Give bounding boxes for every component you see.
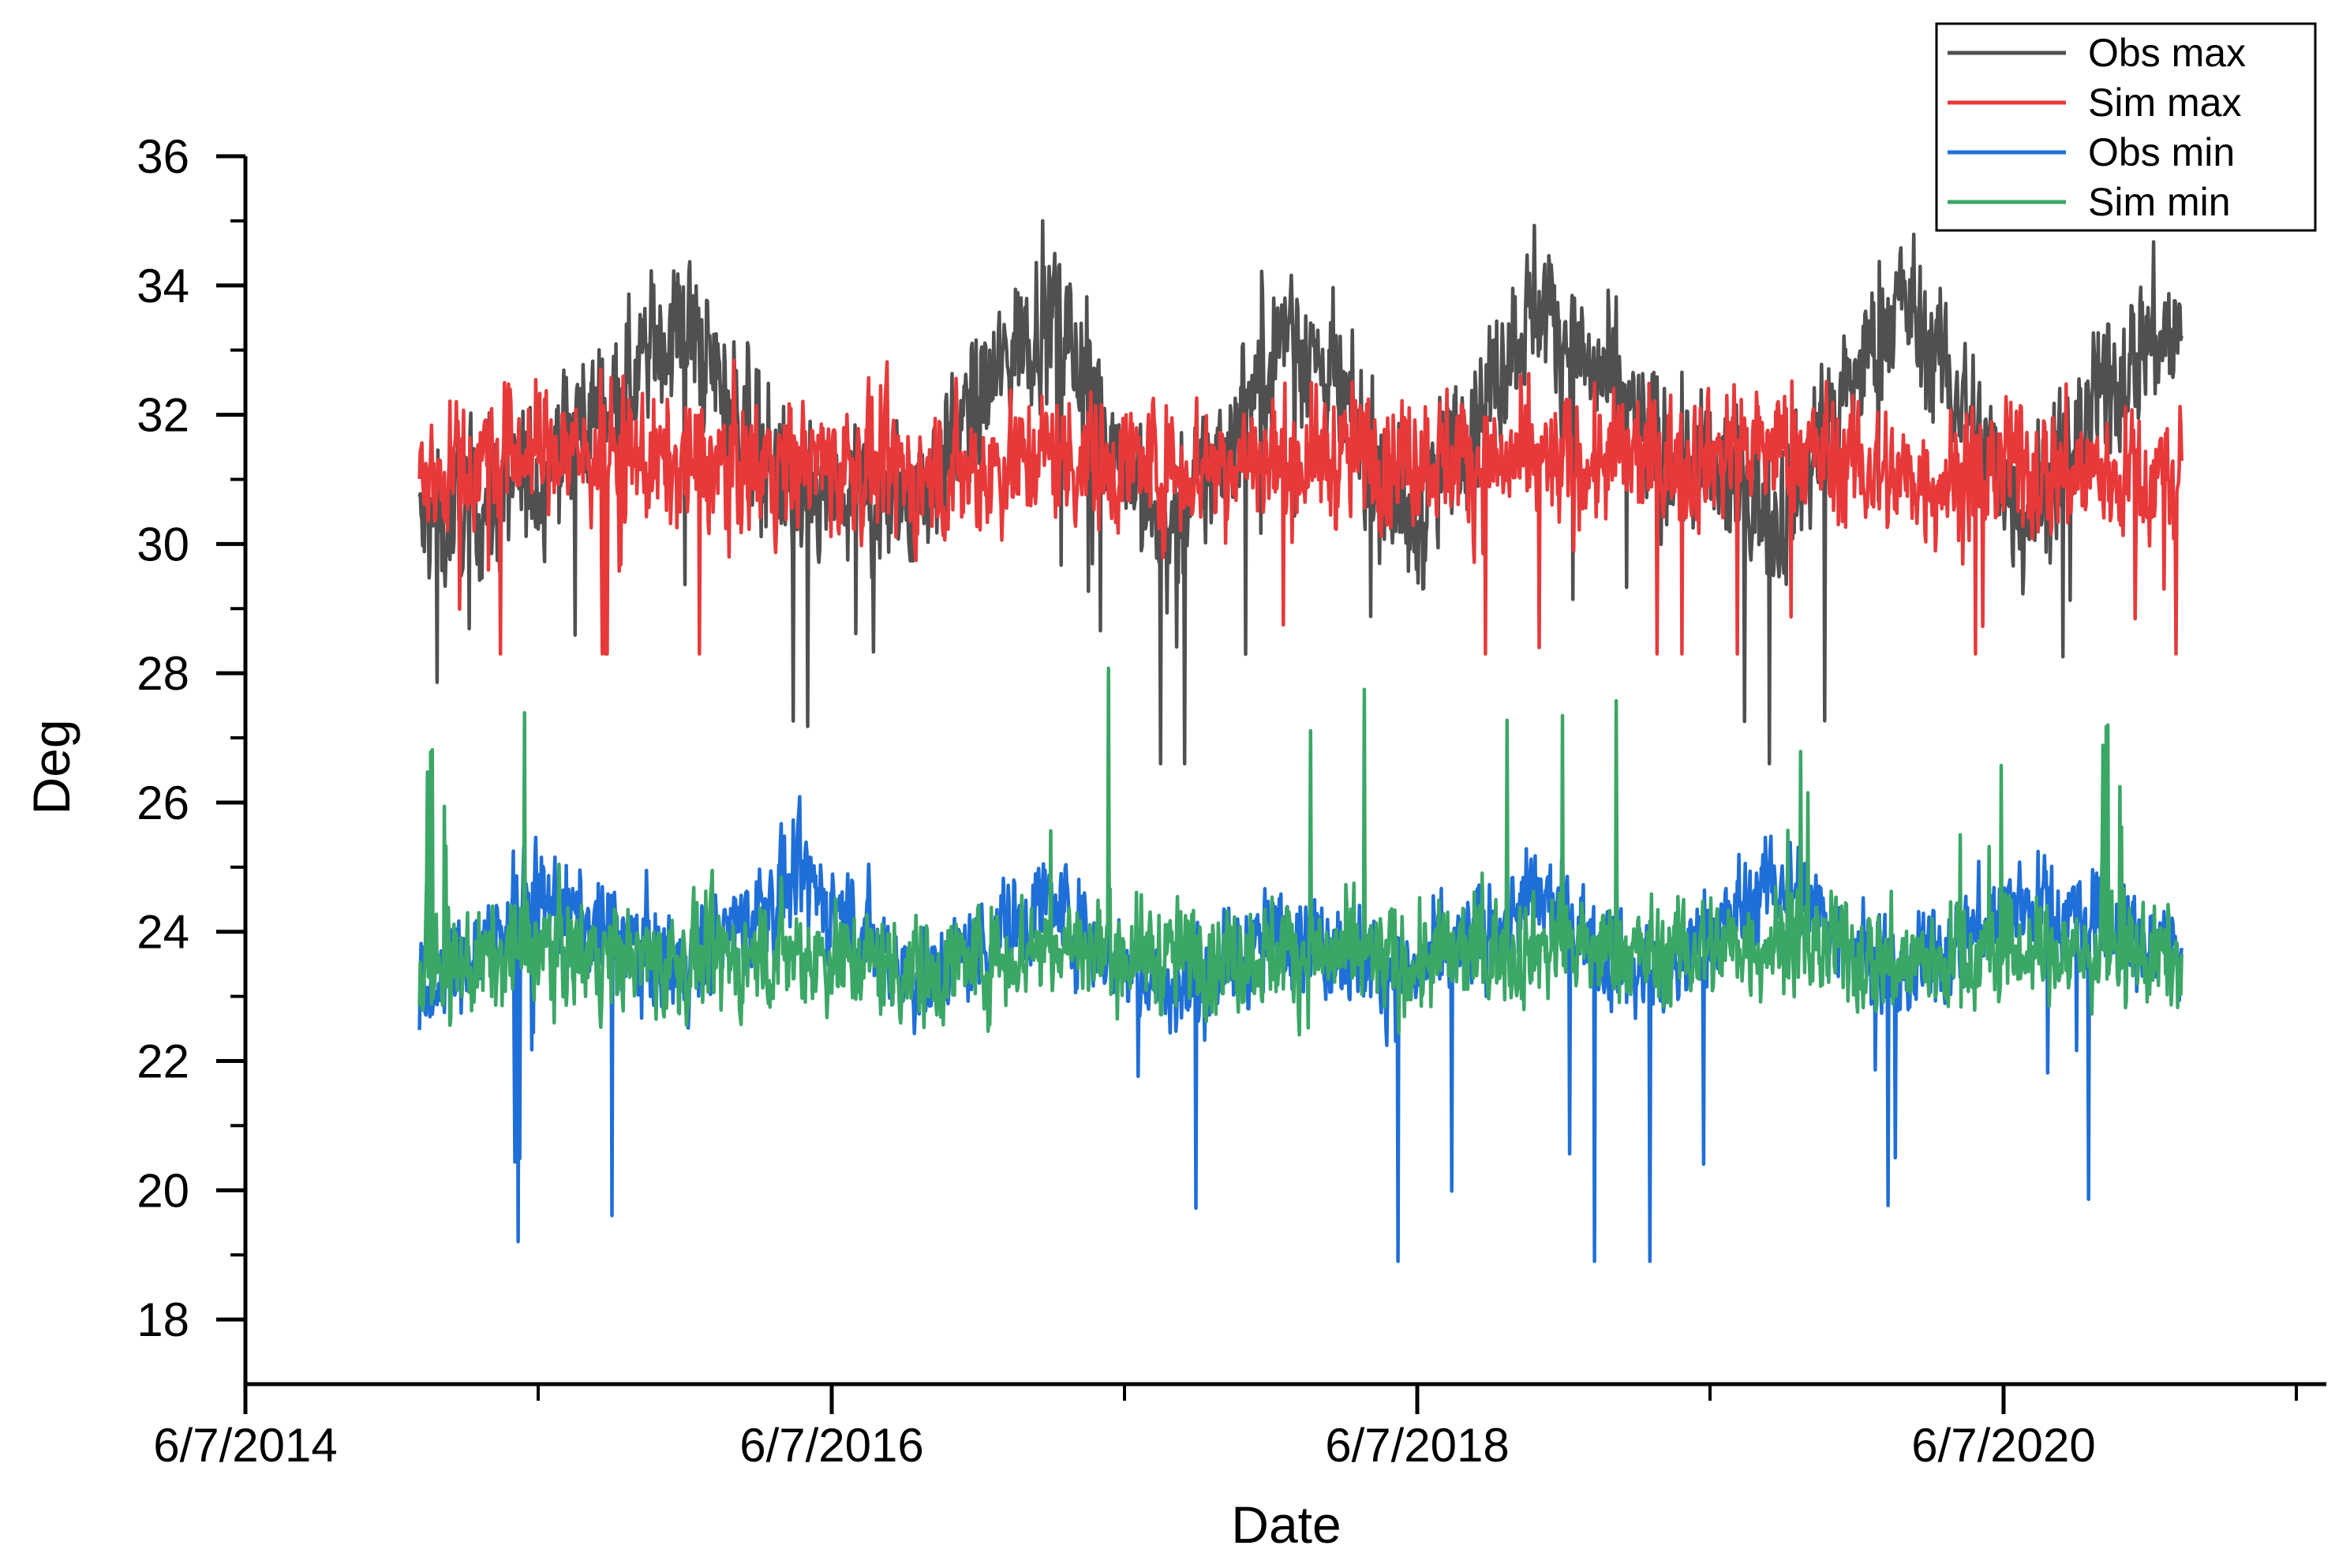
x-axis-title: Date: [1231, 1495, 1341, 1554]
x-tick-label: 6/7/2020: [1911, 1419, 2096, 1472]
legend-label: Sim min: [2088, 180, 2231, 224]
y-ticks: 18 20 22 24 26 28 30 32 34 36: [137, 130, 245, 1346]
series-line-obs-max: [417, 219, 2183, 766]
series-line-sim-max: [417, 358, 2183, 656]
x-tick-label: 6/7/2018: [1325, 1419, 1510, 1472]
y-tick-label: 18: [137, 1293, 189, 1346]
y-tick-label: 26: [137, 777, 189, 829]
y-tick-label: 32: [137, 389, 189, 442]
y-axis-title: Deg: [22, 719, 80, 814]
plot-series: [417, 219, 2183, 1263]
y-tick-label: 36: [137, 130, 189, 183]
legend-label: Obs min: [2088, 130, 2235, 174]
legend-label: Sim max: [2088, 80, 2241, 125]
legend: Obs max Sim max Obs min Sim min: [1935, 22, 2317, 232]
y-tick-label: 24: [137, 906, 189, 959]
x-ticks: 6/7/2014 6/7/2016 6/7/2018 6/7/2020: [153, 1384, 2298, 1472]
y-tick-label: 22: [137, 1035, 189, 1088]
x-tick-label: 6/7/2016: [739, 1419, 924, 1472]
y-tick-label: 20: [137, 1164, 189, 1217]
legend-box: [1935, 22, 2317, 232]
series-line-sim-min: [417, 666, 2183, 1037]
legend-label: Obs max: [2088, 31, 2246, 75]
y-tick-label: 34: [137, 260, 189, 312]
y-tick-label: 30: [137, 518, 189, 571]
y-tick-label: 28: [137, 647, 189, 700]
x-tick-label: 6/7/2014: [153, 1419, 338, 1472]
